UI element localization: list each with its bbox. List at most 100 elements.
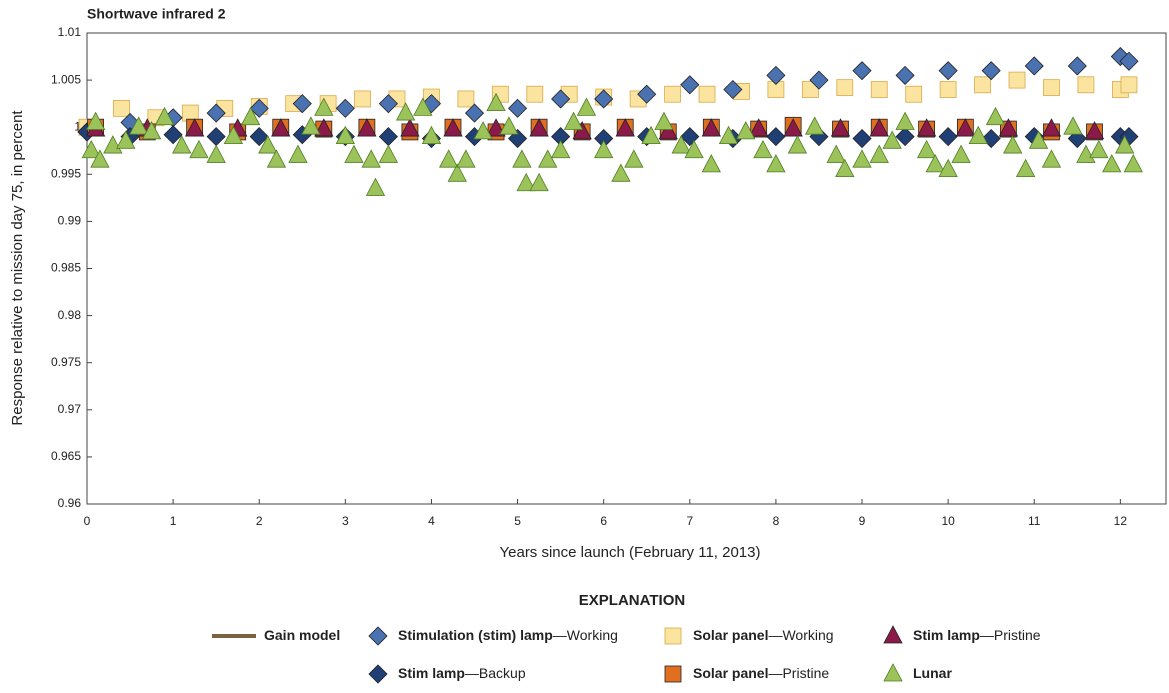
point: [624, 149, 644, 168]
point: [951, 144, 971, 163]
point: [1067, 56, 1087, 76]
legend-label-main: Stim lamp: [398, 665, 465, 681]
point: [1003, 135, 1023, 154]
legend-marker: [368, 626, 388, 646]
point: [981, 61, 1001, 81]
x-tick-label: 1: [170, 514, 177, 528]
legend-label: Lunar: [913, 665, 952, 681]
point: [258, 135, 278, 154]
point: [1102, 154, 1122, 173]
point: [804, 116, 825, 135]
point: [421, 125, 442, 145]
point: [447, 163, 467, 182]
point: [852, 61, 872, 81]
point: [753, 139, 773, 159]
point: [1110, 46, 1130, 67]
point: [1041, 118, 1062, 137]
x-tick-label: 9: [859, 514, 866, 528]
point: [344, 144, 364, 163]
point: [1076, 144, 1096, 163]
legend-label-main: Lunar: [913, 665, 952, 681]
point: [508, 98, 528, 118]
y-axis-title: Response relative to mission day 75, in …: [9, 110, 26, 426]
legend-label: Stimulation (stim) lamp—Working: [398, 627, 618, 643]
point: [141, 121, 162, 140]
point: [905, 85, 923, 103]
point: [206, 144, 226, 163]
legend-marker: [664, 665, 682, 683]
point: [486, 118, 506, 137]
point: [698, 85, 716, 103]
point: [572, 121, 592, 140]
point: [615, 118, 635, 137]
point: [103, 135, 123, 154]
point: [671, 135, 691, 154]
point: [895, 111, 915, 130]
point: [266, 149, 287, 168]
y-tick-label: 0.975: [51, 355, 81, 369]
point: [206, 103, 226, 123]
legend-label-main: Stimulation (stim) lamp: [398, 627, 553, 643]
point: [335, 98, 355, 118]
point: [249, 98, 269, 118]
point: [551, 89, 571, 109]
point: [292, 94, 312, 114]
point: [512, 149, 532, 168]
point: [835, 158, 855, 177]
point: [90, 149, 110, 168]
point: [654, 111, 674, 130]
y-tick-label: 0.97: [58, 402, 82, 416]
plot-frame: [86, 32, 1167, 505]
point: [457, 90, 475, 108]
point: [486, 92, 506, 112]
point: [955, 118, 976, 137]
point: [684, 139, 704, 159]
point: [1063, 116, 1083, 135]
point: [184, 118, 205, 137]
point: [852, 149, 872, 168]
point: [1008, 71, 1026, 89]
point: [271, 118, 291, 137]
point: [637, 84, 657, 104]
point: [516, 172, 536, 192]
legend-label: Gain model: [264, 627, 340, 643]
legend-label: Stim lamp—Pristine: [913, 627, 1041, 643]
point: [830, 118, 851, 137]
point: [206, 127, 226, 147]
point: [809, 70, 829, 90]
point: [413, 97, 433, 116]
point: [938, 158, 958, 177]
point: [314, 97, 334, 116]
point: [787, 135, 808, 154]
point: [400, 118, 420, 137]
point: [538, 149, 558, 168]
point: [658, 121, 678, 140]
point: [576, 97, 597, 116]
point: [925, 154, 945, 173]
y-tick-label: 0.965: [51, 449, 81, 463]
point: [869, 144, 889, 163]
point: [882, 130, 902, 149]
point: [395, 102, 416, 121]
point: [85, 111, 106, 130]
y-tick-label: 0.99: [58, 214, 82, 228]
point: [766, 127, 786, 147]
point: [641, 125, 661, 145]
point: [249, 127, 269, 147]
point: [223, 125, 244, 145]
point: [456, 149, 476, 168]
point: [1024, 56, 1044, 76]
point: [701, 154, 721, 173]
y-tick-label: 1.005: [51, 72, 81, 86]
point: [664, 85, 681, 103]
point: [1077, 76, 1095, 94]
point: [163, 125, 183, 145]
legend-label-sub: —Pristine: [980, 627, 1041, 643]
x-tick-label: 6: [600, 514, 607, 528]
x-tick-label: 0: [84, 514, 91, 528]
point: [1120, 76, 1138, 94]
legend-marker: [368, 664, 388, 684]
point: [718, 125, 739, 145]
point: [1041, 149, 1062, 168]
